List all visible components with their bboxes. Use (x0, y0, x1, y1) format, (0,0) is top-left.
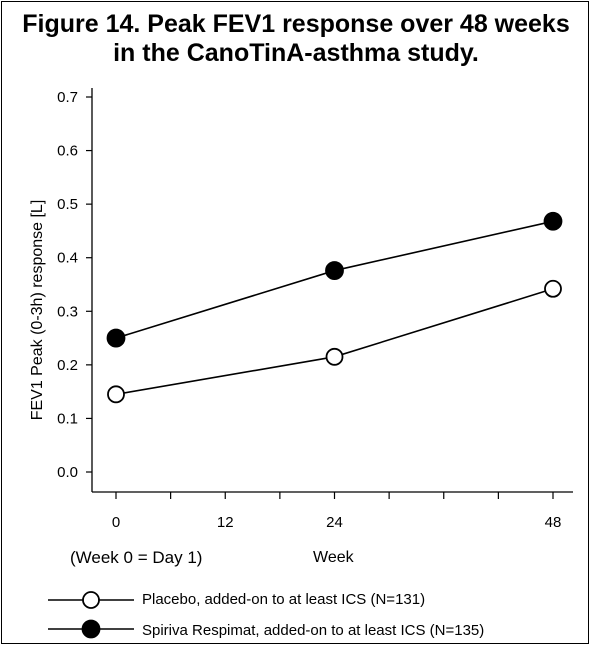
y-tick-label: 0.2 (57, 357, 78, 374)
baseline-note: (Week 0 = Day 1) (70, 548, 203, 567)
x-axis-label: Week (313, 549, 354, 566)
data-point (544, 279, 562, 298)
data-point (325, 261, 344, 280)
y-tick-label: 0.5 (57, 196, 78, 213)
y-tick-label: 0.1 (57, 410, 78, 427)
legend-label-placebo: Placebo, added-on to at least ICS (N=131… (142, 591, 426, 608)
legend-label-spiriva: Spiriva Respimat, added-on to at least I… (142, 622, 485, 639)
data-point (543, 211, 563, 231)
series-line-0 (115, 288, 554, 396)
y-tick-label: 0.6 (57, 143, 78, 160)
title-line-1: Figure 14. Peak FEV1 response over 48 we… (22, 10, 570, 38)
y-tick-label: 0.7 (57, 89, 78, 106)
y-tick-label: 0.3 (57, 303, 78, 320)
axes: 0.0 0.1 0.2 0.3 0.4 0.5 0.6 0.7 0 12 24 48 (57, 88, 573, 531)
y-tick-label: 0.4 (57, 250, 78, 267)
title-line-2: in the CanoTinA-asthma study. (113, 39, 479, 67)
y-axis-label: FEV1 Peak (0-3h) response [L] (29, 200, 46, 421)
legend-symbols (48, 591, 134, 639)
x-tick-label: 0 (112, 514, 120, 531)
x-tick-label: 24 (326, 514, 343, 531)
series-lines (115, 220, 554, 396)
legend-marker-open (82, 591, 100, 609)
x-tick-label: 12 (217, 514, 234, 531)
data-point (325, 347, 344, 366)
x-tick-label: 48 (545, 514, 562, 531)
legend-marker-filled (81, 619, 101, 639)
data-point (106, 328, 126, 348)
series-points (106, 211, 563, 404)
chart-title: Figure 14. Peak FEV1 response over 48 we… (0, 10, 592, 68)
data-point (107, 385, 125, 404)
y-tick-label: 0.0 (57, 464, 78, 481)
